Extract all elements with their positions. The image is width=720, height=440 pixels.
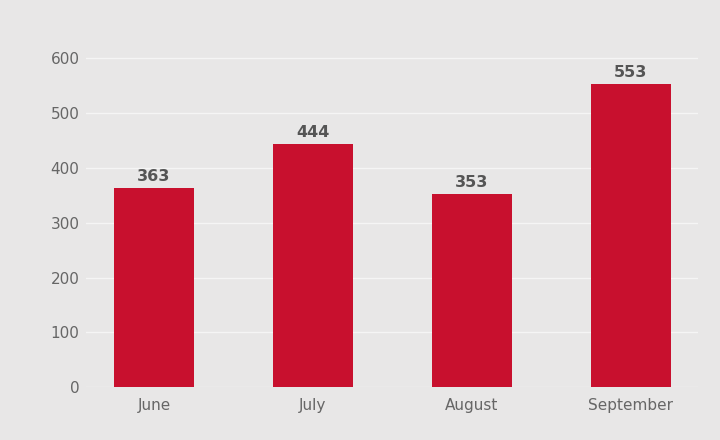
Bar <box>273 144 353 387</box>
Bar <box>432 194 512 387</box>
Text: 363: 363 <box>138 169 171 184</box>
Text: 353: 353 <box>455 175 489 190</box>
Text: 444: 444 <box>296 125 330 140</box>
Bar <box>591 84 670 387</box>
Bar <box>114 188 194 387</box>
Text: 553: 553 <box>614 65 647 80</box>
